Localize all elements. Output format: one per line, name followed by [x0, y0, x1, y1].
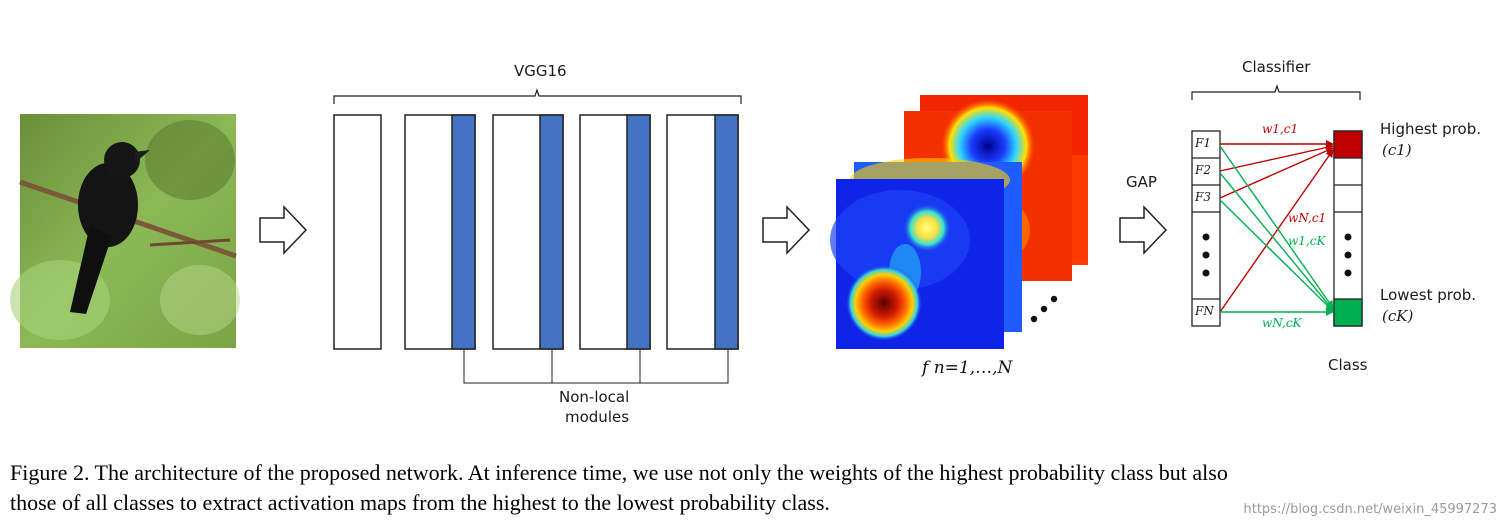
gap-label: GAP	[1126, 173, 1157, 191]
block-arrow-3	[1119, 205, 1168, 255]
feature-f1: F1	[1195, 136, 1211, 150]
vgg-brace	[333, 88, 742, 104]
weight-arrows-lowest	[1219, 145, 1334, 316]
weight-w1cK: w1,cK	[1288, 234, 1326, 248]
feature-f2: F2	[1195, 163, 1211, 177]
nonlocal-module-3	[626, 114, 651, 350]
nonlocal-label-line1: Non-local	[559, 388, 630, 406]
highest-prob-label: Highest prob.	[1380, 120, 1481, 138]
classifier-label: Classifier	[1242, 58, 1311, 76]
stack-ellipsis	[1030, 295, 1058, 323]
weight-wNc1: wN,c1	[1288, 211, 1327, 225]
class-lowest-cell	[1333, 298, 1363, 327]
feature-vector-dots	[1202, 233, 1210, 277]
class-highest-cell	[1333, 130, 1363, 159]
nonlocal-module-4	[714, 114, 739, 350]
figure-caption: Figure 2. The architecture of the propos…	[10, 458, 1500, 518]
feature-fn: FN	[1195, 304, 1214, 318]
block-arrow-1	[259, 205, 308, 255]
activation-maps	[830, 95, 1088, 349]
vgg-blocks	[333, 114, 739, 350]
lowest-prob-class: (cK)	[1382, 307, 1414, 325]
lowest-prob-label: Lowest prob.	[1380, 286, 1477, 304]
feature-maps-label-text: f n=1,…,N	[922, 358, 1013, 378]
vgg-block-1	[333, 114, 382, 350]
class-vector	[1333, 130, 1363, 327]
input-bird-image	[10, 114, 240, 348]
nonlocal-label-line2: modules	[565, 408, 630, 426]
weight-w1c1: w1,c1	[1262, 122, 1299, 136]
nonlocal-module-1	[451, 114, 476, 350]
watermark: https://blog.csdn.net/weixin_45997273	[1243, 502, 1497, 517]
weight-arrows-highest	[1219, 140, 1334, 313]
weight-wNcK: wN,cK	[1262, 316, 1302, 330]
nonlocal-bracket	[463, 349, 729, 384]
vgg16-label: VGG16	[514, 62, 567, 80]
nonlocal-module-2	[539, 114, 564, 350]
classifier-brace	[1191, 84, 1361, 100]
highest-prob-class: (c1)	[1382, 141, 1412, 159]
block-arrow-2	[762, 205, 811, 255]
feature-maps-label: f n=1,…,N	[922, 350, 1012, 380]
feature-vector	[1191, 130, 1221, 327]
activation-map-1	[830, 179, 1004, 349]
caption-line-2: those of all classes to extract activati…	[10, 490, 830, 515]
feature-f3: F3	[1195, 190, 1211, 204]
class-vector-dots	[1344, 233, 1352, 277]
caption-line-1: Figure 2. The architecture of the propos…	[10, 460, 1228, 485]
class-label: Class	[1328, 356, 1368, 374]
